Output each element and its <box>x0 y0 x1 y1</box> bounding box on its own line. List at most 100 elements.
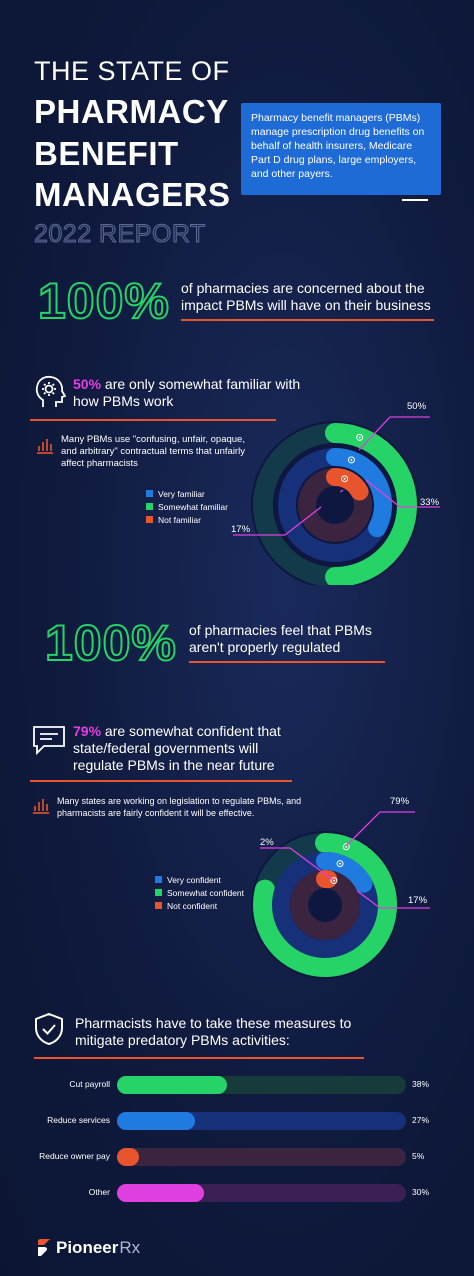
ring-marker <box>356 433 364 441</box>
legend-label: Very familiar <box>158 488 205 499</box>
legend-item: Not familiar <box>146 514 228 525</box>
bar-fill-reduce-services <box>117 1112 196 1130</box>
speech-bubble-icon <box>32 725 66 756</box>
ring-marker-dot <box>339 862 342 865</box>
info-box-underline <box>402 199 428 201</box>
confidence-radial-chart: 79% 17% 2% <box>251 796 430 979</box>
pioneerrx-logo: Pioneer Rx <box>36 1238 140 1258</box>
data-label: 17% <box>408 895 428 906</box>
section2-pct: 50% <box>73 376 102 392</box>
legend-label: Somewhat confident <box>167 887 245 898</box>
section4-title: 79% are somewhat confident that state/fe… <box>73 723 303 774</box>
legend-item: Very confident <box>155 874 244 885</box>
ring-marker <box>330 877 338 885</box>
bar-track <box>117 1148 406 1166</box>
bar-chart-icon <box>36 436 54 454</box>
legend-swatch <box>146 490 153 497</box>
section2-title-rest: are only somewhat familiar with how PBMs… <box>73 376 301 409</box>
section4-note: Many states are working on legislation t… <box>57 796 302 818</box>
ring-arc-very-confident <box>316 852 373 893</box>
ring-marker-dot <box>332 879 335 882</box>
bar-value-label: 27% <box>412 1115 430 1125</box>
legend-label: Very confident <box>167 874 221 885</box>
ring-marker-dot <box>345 845 348 848</box>
ring-marker-dot <box>343 477 346 480</box>
pioneer-logo-icon <box>38 1239 50 1256</box>
bar-category-label: Other <box>88 1187 110 1197</box>
section2-note: Many PBMs use "confusing, unfair, opaque… <box>61 434 245 469</box>
bar-value-label: 30% <box>412 1187 430 1197</box>
bar-track <box>117 1112 406 1130</box>
ring-arc-somewhat-familiar <box>325 423 418 585</box>
ring-marker-dot <box>350 458 353 461</box>
section4-divider <box>30 780 292 782</box>
stat1-text: of pharmacies are concerned about the im… <box>181 280 431 313</box>
section4-title-rest: are somewhat confident that state/federa… <box>73 723 281 773</box>
ring-arc-not-familiar <box>326 468 369 501</box>
logo-text-pioneer: Pioneer <box>56 1238 119 1257</box>
logo-text-rx: Rx <box>119 1238 141 1257</box>
leader-line <box>365 479 440 508</box>
stat2-value: 100% <box>44 614 177 672</box>
title-line-3: BENEFIT <box>34 135 179 172</box>
bar-category-label: Reduce services <box>47 1115 110 1125</box>
bar-fill-other <box>117 1184 204 1202</box>
shield-check-icon <box>33 1012 65 1046</box>
legend-item: Very familiar <box>146 488 228 499</box>
stat1-divider <box>181 319 434 321</box>
data-label: 50% <box>407 401 427 412</box>
section2-title: 50% are only somewhat familiar with how … <box>73 376 303 410</box>
ring-arc-very-familiar <box>326 448 392 538</box>
ring-marker-dot <box>358 436 361 439</box>
title-report-year: 2022 REPORT <box>34 220 206 249</box>
section4-pct: 79% <box>73 723 102 739</box>
legend-swatch <box>155 902 162 909</box>
chart-center <box>321 491 349 519</box>
legend-swatch <box>155 876 162 883</box>
ring-marker <box>347 456 355 464</box>
section2-divider <box>30 419 276 421</box>
legend-item: Somewhat familiar <box>146 501 228 512</box>
legend-item: Not confident <box>155 900 244 911</box>
legend-swatch <box>155 889 162 896</box>
bar-fill-reduce-owner-pay <box>117 1148 139 1166</box>
section5-title: Pharmacists have to take these measures … <box>75 1015 352 1048</box>
familiarity-radial-chart: 50% 33% 17% <box>231 401 440 585</box>
bar-value-label: 5% <box>412 1151 425 1161</box>
measures-bar-chart: Cut payroll 38% Reduce services 27% Reduce o… <box>0 1070 474 1202</box>
bar-fill-cut-payroll <box>117 1076 227 1094</box>
head-gear-icon <box>34 375 67 409</box>
ring-marker <box>342 843 350 851</box>
stat1-value: 100% <box>37 272 170 330</box>
bar-chart-icon <box>32 796 50 814</box>
legend-label: Not confident <box>167 900 218 911</box>
legend-swatch <box>146 516 153 523</box>
title-line-4: MANAGERS <box>34 176 231 213</box>
legend-confidence: Very confident Somewhat confident Not co… <box>155 874 244 911</box>
leader-line <box>260 847 334 881</box>
title-line-2: PHARMACY <box>34 93 229 130</box>
stat2-divider <box>189 661 385 663</box>
legend-label: Somewhat familiar <box>158 501 228 512</box>
ring-marker <box>341 475 349 483</box>
legend-familiarity: Very familiar Somewhat familiar Not fami… <box>146 488 228 525</box>
ring-marker <box>336 860 344 868</box>
bar-track <box>117 1184 406 1202</box>
bar-category-label: Cut payroll <box>69 1079 110 1089</box>
data-label: 2% <box>260 837 274 848</box>
stat2-text: of pharmacies feel that PBMs aren't prop… <box>189 622 372 655</box>
legend-swatch <box>146 503 153 510</box>
section5-divider <box>34 1057 364 1059</box>
chart-center <box>313 893 337 917</box>
leader-line <box>358 416 430 451</box>
data-label: 17% <box>231 524 251 535</box>
bar-value-label: 38% <box>412 1079 430 1089</box>
pbm-definition-box: Pharmacy benefit managers (PBMs) manage … <box>241 103 441 195</box>
legend-item: Somewhat confident <box>155 887 244 898</box>
legend-label: Not familiar <box>158 514 201 525</box>
ring-arc-somewhat-confident <box>253 833 397 977</box>
data-label: 33% <box>420 497 440 508</box>
bar-track <box>117 1076 406 1094</box>
leader-line <box>345 811 415 847</box>
bar-category-label: Reduce owner pay <box>39 1151 110 1161</box>
